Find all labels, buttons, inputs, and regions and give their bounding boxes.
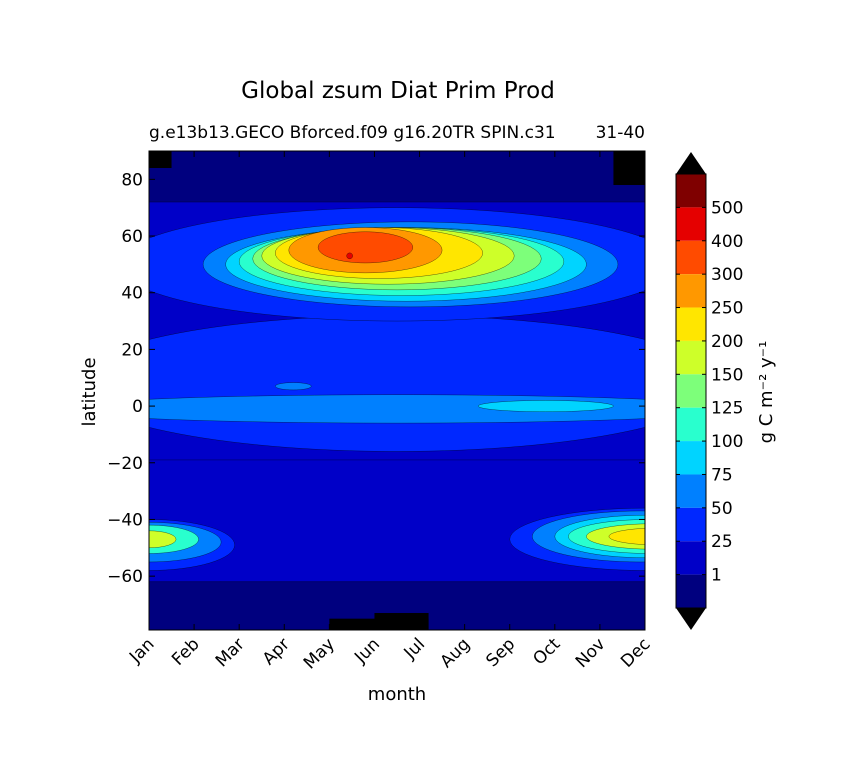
x-tick-label-5: Jun (350, 634, 384, 668)
below-range-patch-1 (613, 151, 645, 186)
colorbar-segment-9 (676, 274, 706, 308)
colorbar-segment-6 (676, 374, 706, 408)
contour-region-21 (275, 382, 312, 391)
colorbar-segment-5 (676, 407, 706, 442)
y-tick-label-5: −20 (107, 454, 143, 474)
colorbar-segment-4 (676, 441, 706, 475)
x-tick-label-8: Sep (482, 634, 519, 671)
chart-subtitle-right: 31-40 (596, 123, 645, 143)
colorbar-segment-3 (676, 474, 706, 508)
y-tick-label-7: −60 (107, 567, 143, 587)
x-tick-label-4: May (300, 634, 339, 673)
colorbar-label-4: 100 (711, 432, 743, 452)
below-range-patch-0 (149, 151, 172, 169)
colorbar-extend-low (676, 608, 706, 630)
heatmap-field (149, 151, 645, 630)
y-axis-label: latitude (79, 357, 100, 426)
colorbar-label-5: 125 (711, 399, 743, 419)
colorbar-label-8: 250 (711, 299, 743, 319)
colorbar-label-9: 300 (711, 265, 743, 285)
x-tick-label-10: Nov (572, 634, 610, 672)
x-tick-label-1: Feb (168, 634, 203, 669)
colorbar-segment-2 (676, 507, 706, 542)
contour-band-arctic (149, 151, 645, 203)
y-tick-label-4: 0 (132, 397, 143, 417)
x-tick-label-7: Aug (437, 634, 475, 672)
x-tick-label-6: Jul (400, 634, 429, 663)
x-tick-label-9: Oct (529, 634, 564, 669)
colorbar-label: g C m⁻² y⁻¹ (756, 341, 777, 444)
x-tick-label-0: Jan (125, 634, 158, 667)
contour-region-3 (149, 394, 645, 424)
y-tick-label-6: −40 (107, 510, 143, 530)
y-axis: 80 60 40 20 0 −20 −40 −60 (107, 170, 645, 587)
colorbar-segment-1 (676, 541, 706, 575)
plot-frame (148, 150, 646, 631)
colorbar-label-3: 75 (711, 465, 733, 485)
colorbar-label-0: 1 (711, 566, 722, 586)
x-tick-label-3: Apr (259, 634, 294, 669)
contour-bloom-south-dec-5 (608, 528, 645, 545)
contour-bloom-north-8 (317, 231, 414, 264)
colorbar-segment-11 (676, 207, 706, 241)
colorbar-frame (675, 173, 707, 609)
chart-subtitle-left: g.e13b13.GECO Bforced.f09 g16.20TR SPIN.… (149, 123, 556, 143)
colorbar-label-1: 25 (711, 532, 733, 552)
colorbar-segment-8 (676, 307, 706, 341)
peak-marker (346, 252, 353, 260)
colorbar-segment-0 (676, 574, 706, 608)
x-tick-label-2: Mar (212, 634, 249, 671)
colorbar-label-10: 400 (711, 232, 743, 252)
contour-region-0 (149, 315, 645, 452)
colorbar-label-7: 200 (711, 332, 743, 352)
y-tick-label-1: 60 (121, 227, 143, 247)
y-tick-label-3: 20 (121, 340, 143, 360)
chart-title: Global zsum Diat Prim Prod (241, 78, 555, 104)
below-range-patch-3 (374, 612, 429, 630)
colorbar-label-2: 50 (711, 499, 733, 519)
colorbar-extend-high (676, 152, 706, 174)
x-axis-label: month (368, 684, 426, 705)
colorbar-segment-12 (676, 174, 706, 208)
colorbar-label-6: 150 (711, 365, 743, 385)
colorbar-label-11: 500 (711, 198, 743, 218)
contour-region-20 (477, 400, 614, 413)
colorbar-segment-7 (676, 340, 706, 375)
y-tick-label-2: 40 (121, 284, 143, 304)
y-tick-label-0: 80 (121, 170, 143, 190)
colorbar-segment-10 (676, 240, 706, 275)
x-tick-label-11: Dec (617, 634, 654, 671)
